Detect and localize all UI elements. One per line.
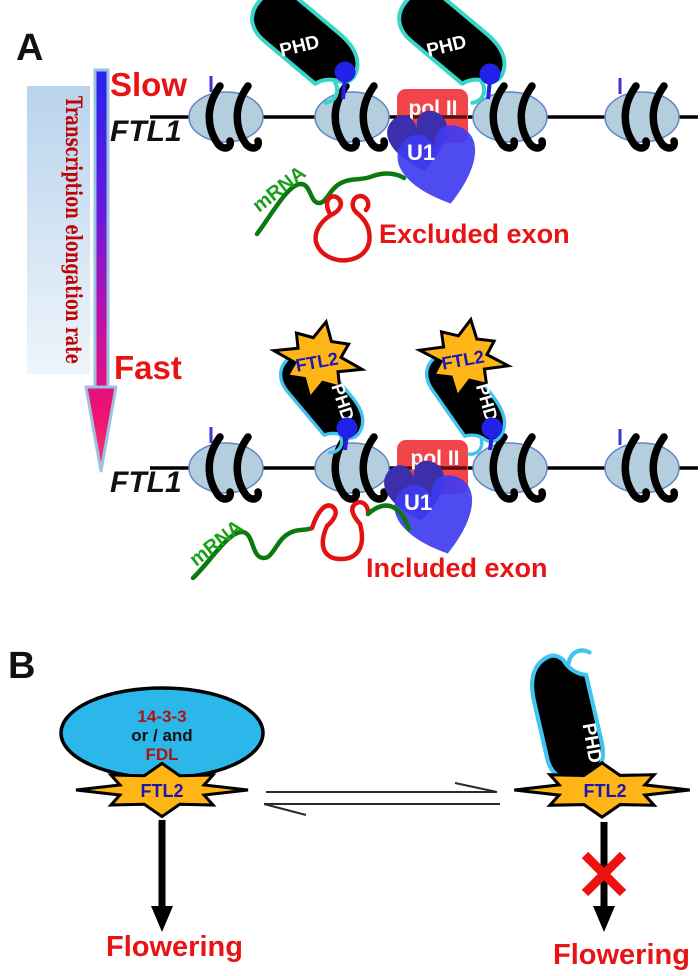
panel-a-label: A: [16, 27, 43, 69]
panel-b-label: B: [8, 645, 35, 687]
blocked-cross-icon: [581, 851, 627, 897]
rate-axis-box: [27, 86, 90, 374]
flowering-arrowhead: [151, 906, 173, 932]
nucleosome: [605, 437, 679, 499]
excluded-exon-loop: [313, 193, 372, 263]
nucleosome: [473, 437, 547, 499]
flowering-label: Flowering: [106, 931, 243, 963]
fast-label: Fast: [114, 349, 182, 386]
ftl2-label: FTL2: [141, 781, 184, 801]
nucleosome: [315, 437, 389, 499]
mrna-curve: [254, 171, 407, 237]
gene-label-ftl1: FTL1: [110, 115, 182, 148]
nucleosome: [189, 86, 263, 148]
complex-line3: FDL: [145, 745, 178, 764]
methyl-mark: [481, 417, 503, 439]
complex-line2: or / and: [131, 726, 192, 745]
methyl-mark: [336, 417, 358, 439]
nucleosome: [315, 86, 389, 148]
fast-row: FTL1 pol II FTL2 PHD FTL2 PHD U1 mRNA: [110, 310, 698, 583]
flowering-arrowhead: [593, 906, 615, 932]
slow-row: FTL1 pol II PHD PHD U1 mRNA Excluded exo…: [110, 0, 698, 263]
u1-label: U1: [407, 140, 435, 165]
included-exon-label: Included exon: [366, 553, 548, 583]
included-exon-loop: [309, 499, 371, 562]
mrna-label: mRNA: [186, 516, 248, 571]
free-state: PHD FTL2 Flowering: [512, 647, 692, 971]
nucleosome: [189, 437, 263, 499]
mrna-curve: [365, 503, 412, 532]
methyl-mark: [334, 61, 356, 83]
methyl-mark: [479, 63, 501, 85]
slow-label: Slow: [110, 66, 187, 103]
rate-arrow: [84, 68, 118, 473]
gene-label-ftl1: FTL1: [110, 466, 182, 499]
mrna-label: mRNA: [249, 162, 311, 217]
excluded-exon-label: Excluded exon: [379, 219, 570, 249]
equilibrium-arrows: [263, 782, 500, 816]
mrna-curve: [190, 525, 315, 581]
complex-line1: 14-3-3: [137, 707, 186, 726]
bound-state: 14-3-3 or / and FDL FTL2 Flowering: [59, 686, 265, 963]
u1-label: U1: [404, 490, 432, 515]
flowering-label: Flowering: [553, 939, 690, 971]
pol2-label: pol II: [409, 97, 458, 120]
rate-axis-title: Transcription elongation rate: [60, 96, 86, 364]
ftl2-label: FTL2: [584, 781, 627, 801]
nucleosome: [605, 86, 679, 148]
